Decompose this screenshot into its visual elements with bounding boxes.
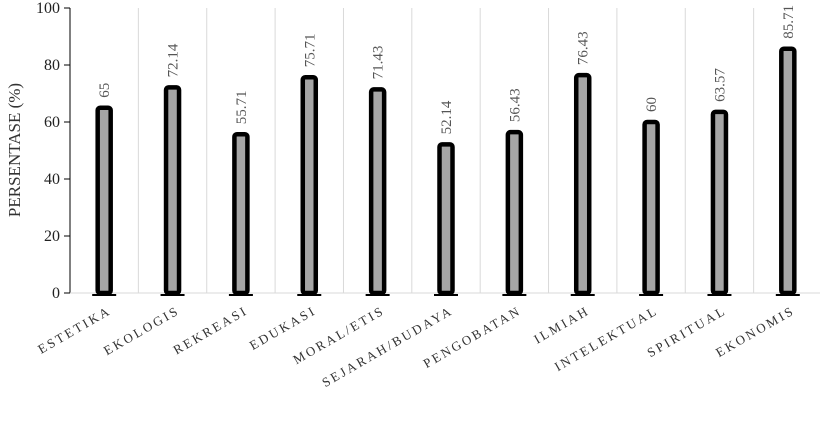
bar xyxy=(300,74,319,296)
grid-lines xyxy=(137,8,755,293)
data-label: 63.57 xyxy=(712,68,728,102)
data-label: 55.71 xyxy=(234,90,250,124)
data-label: 85.71 xyxy=(781,5,797,39)
y-axis-title: PERSENTASE (%) xyxy=(5,83,24,217)
bar xyxy=(573,72,592,296)
bar xyxy=(163,85,182,296)
category-label: EKOLOGIS xyxy=(101,303,182,358)
y-tick-label: 60 xyxy=(44,114,60,131)
data-label: 72.14 xyxy=(166,43,182,77)
labels: 02040608010065ESTETIKA72.14EKOLOGIS55.71… xyxy=(35,0,797,390)
bar xyxy=(437,142,455,296)
y-tick-label: 40 xyxy=(44,171,60,188)
bar xyxy=(505,129,524,296)
y-tick-label: 100 xyxy=(36,0,60,17)
category-label: REKREASI xyxy=(171,303,251,358)
category-label: SEJARAH/BUDAYA xyxy=(319,303,455,390)
bar xyxy=(779,46,797,296)
bar xyxy=(368,87,387,296)
bars xyxy=(92,46,800,296)
bar xyxy=(95,105,113,296)
data-label: 71.43 xyxy=(371,46,387,80)
data-label: 60 xyxy=(644,97,660,112)
category-label: ILMIAH xyxy=(531,303,592,347)
data-label: 75.71 xyxy=(302,33,318,67)
bar xyxy=(710,109,729,296)
data-label: 56.43 xyxy=(507,88,523,122)
data-label: 52.14 xyxy=(439,100,455,134)
bar xyxy=(642,119,660,296)
y-tick-label: 20 xyxy=(44,228,60,245)
data-label: 76.43 xyxy=(576,31,592,65)
y-tick-label: 80 xyxy=(44,57,60,74)
y-tick-label: 0 xyxy=(52,285,60,302)
data-label: 65 xyxy=(97,83,113,98)
bar xyxy=(232,131,250,296)
